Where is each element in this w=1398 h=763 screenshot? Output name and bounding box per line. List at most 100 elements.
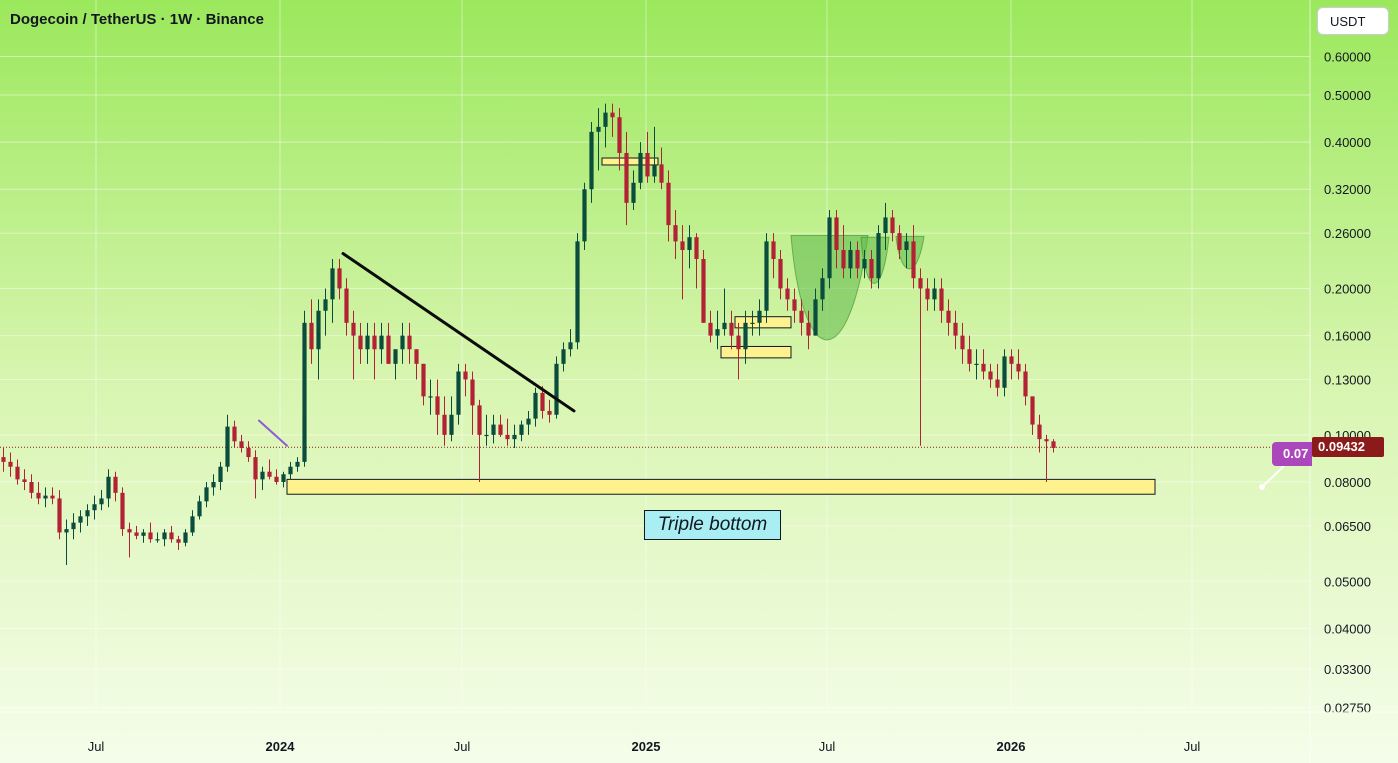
chart-title: Dogecoin / TetherUS · 1W · Binance <box>10 11 264 28</box>
candle-body <box>953 322 958 336</box>
candle-body <box>750 322 755 325</box>
candle-body <box>99 498 104 505</box>
candle-body <box>141 532 146 536</box>
candle-body <box>204 487 209 502</box>
candle-body <box>960 335 965 350</box>
candle-body <box>477 405 482 435</box>
candle-body <box>680 241 685 250</box>
candle-body <box>1044 439 1049 442</box>
candle-body <box>939 288 944 311</box>
y-tick-label: 0.16000 <box>1324 329 1371 344</box>
candle-body <box>645 152 650 177</box>
candle-body <box>232 426 237 442</box>
candle-body <box>351 322 356 336</box>
candle-body <box>176 539 181 543</box>
candle-body <box>988 371 993 380</box>
x-tick-label: Jul <box>1184 739 1201 754</box>
candle-body <box>813 299 818 336</box>
candle-body <box>687 237 692 250</box>
drawing-connector <box>1261 465 1285 488</box>
candle-body <box>582 189 587 242</box>
candle-body <box>1016 363 1021 372</box>
y-tick-label: 0.13000 <box>1324 372 1371 387</box>
candle-body <box>946 310 951 323</box>
candle-body <box>1051 441 1056 448</box>
candle-body <box>967 349 972 364</box>
candle-body <box>421 363 426 397</box>
candle-body <box>386 335 391 364</box>
candle-body <box>281 474 286 482</box>
candle-body <box>575 241 580 343</box>
candle-body <box>498 424 503 435</box>
y-tick-label: 0.03300 <box>1324 662 1371 677</box>
candle-body <box>484 434 489 437</box>
candle-body <box>764 241 769 311</box>
x-tick-label: Jul <box>88 739 105 754</box>
x-tick-label: Jul <box>819 739 836 754</box>
candle-body <box>876 233 881 279</box>
candle-body <box>337 268 342 289</box>
candle-body <box>456 371 461 415</box>
candle-body <box>1 457 6 462</box>
zone-mid-lower <box>720 345 792 359</box>
drawing-anchor-point <box>1259 484 1265 490</box>
candle-body <box>414 349 419 364</box>
candle-body <box>729 322 734 336</box>
candle-body <box>820 278 825 300</box>
candle-body <box>855 249 860 269</box>
candle-body <box>491 424 496 435</box>
candle-body <box>771 241 776 259</box>
y-tick-label: 0.06500 <box>1324 519 1371 534</box>
candle-body <box>274 476 279 482</box>
candle-body <box>435 396 440 415</box>
candle-body <box>869 258 874 279</box>
candle-body <box>533 392 538 419</box>
candle-body <box>610 112 615 118</box>
currency-button[interactable]: USDT <box>1317 7 1389 35</box>
candle-body <box>379 335 384 350</box>
candle-body <box>1009 356 1014 364</box>
candle-body <box>344 288 349 323</box>
candle-body <box>519 424 524 435</box>
candle-body <box>211 482 216 488</box>
candle-body <box>631 182 636 203</box>
candle-body <box>239 441 244 448</box>
candle-body <box>57 498 62 533</box>
zone-mid-upper <box>734 316 792 329</box>
y-tick-label: 0.40000 <box>1324 135 1371 150</box>
candle-body <box>372 335 377 350</box>
candle-body <box>134 532 139 536</box>
candle-body <box>29 482 34 493</box>
candle-body <box>785 288 790 300</box>
candle-body <box>799 310 804 323</box>
candle-body <box>225 426 230 467</box>
candle-body <box>470 379 475 406</box>
candle-body <box>169 532 174 540</box>
y-tick-label: 0.20000 <box>1324 282 1371 297</box>
candle-body <box>547 410 552 415</box>
candle-body <box>71 522 76 530</box>
candle-body <box>190 516 195 533</box>
candle-body <box>393 349 398 364</box>
candle-body <box>883 217 888 234</box>
candle-body <box>862 258 867 269</box>
candle-body <box>974 363 979 366</box>
candle-body <box>64 529 69 533</box>
candle-body <box>288 466 293 475</box>
candle-body <box>358 335 363 350</box>
purple-trend-line <box>258 419 288 447</box>
drawing-price-tag[interactable]: 0.07 <box>1272 442 1312 466</box>
candle-body <box>1002 356 1007 388</box>
candle-body <box>148 532 153 540</box>
candle-body <box>568 342 573 350</box>
candle-body <box>589 131 594 190</box>
candle-body <box>505 434 510 440</box>
support-zone <box>286 478 1156 495</box>
candle-body <box>43 495 48 499</box>
candle-body <box>162 532 167 540</box>
candle-body <box>463 371 468 380</box>
candle-body <box>603 112 608 127</box>
